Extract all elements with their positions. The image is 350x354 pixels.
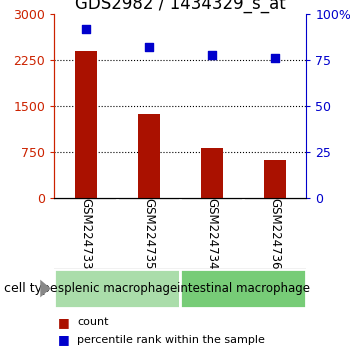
Text: GSM224733: GSM224733 bbox=[79, 198, 92, 269]
Bar bbox=[75, 51, 97, 198]
Bar bbox=[201, 148, 223, 198]
Point bbox=[209, 52, 215, 57]
Bar bbox=[138, 114, 160, 198]
Text: cell type: cell type bbox=[4, 282, 57, 295]
Bar bbox=[54, 269, 180, 308]
Point bbox=[83, 26, 89, 32]
Bar bbox=[180, 269, 306, 308]
Text: GSM224736: GSM224736 bbox=[268, 198, 281, 269]
Text: ■: ■ bbox=[58, 333, 70, 346]
Text: splenic macrophage: splenic macrophage bbox=[58, 282, 177, 295]
Title: GDS2982 / 1434329_s_at: GDS2982 / 1434329_s_at bbox=[75, 0, 286, 13]
Text: GSM224735: GSM224735 bbox=[142, 198, 155, 269]
Text: GSM224734: GSM224734 bbox=[205, 198, 218, 269]
Text: ■: ■ bbox=[58, 316, 70, 329]
Text: count: count bbox=[77, 317, 108, 327]
Text: percentile rank within the sample: percentile rank within the sample bbox=[77, 335, 265, 345]
Bar bbox=[264, 160, 286, 198]
Point bbox=[272, 56, 278, 61]
Point bbox=[146, 45, 152, 50]
Text: intestinal macrophage: intestinal macrophage bbox=[177, 282, 310, 295]
